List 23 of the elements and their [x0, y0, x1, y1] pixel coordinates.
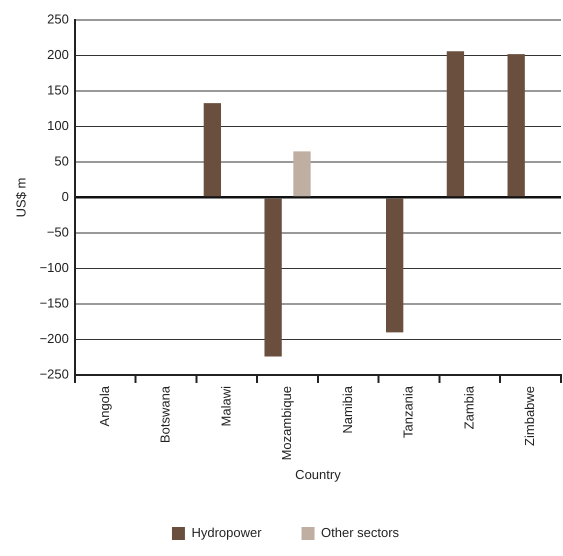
x-tick-label: Botswana	[158, 385, 173, 444]
y-tick-label: −100	[40, 260, 69, 276]
x-tick-label: Tanzania	[400, 385, 416, 438]
x-tick-label: Angola	[96, 385, 112, 426]
x-tick-label: Zimbabwe	[522, 386, 538, 446]
y-tick-label: 100	[47, 118, 69, 134]
x-tick-label: Zambia	[461, 385, 476, 430]
y-tick-label: 50	[54, 154, 69, 169]
y-tick-label: −250	[40, 366, 69, 382]
x-tick-label: Malawi	[218, 386, 234, 426]
y-tick-label: 0	[62, 189, 69, 204]
y-tick-label: 250	[47, 12, 69, 27]
y-tick-label: −200	[40, 331, 69, 346]
y-tick-label: 200	[47, 47, 69, 62]
x-tick-label: Mozambique	[279, 386, 294, 460]
legend-label: Other sectors	[321, 525, 400, 540]
legend-label: Hydropower	[191, 525, 262, 540]
y-tick-label: −150	[40, 296, 69, 311]
y-tick-label: −50	[46, 224, 69, 240]
y-tick-label: 150	[47, 82, 69, 98]
x-axis-title: Country	[295, 466, 342, 482]
x-tick-label: Namibia	[340, 385, 355, 434]
y-axis-title: US$ m	[13, 178, 28, 218]
